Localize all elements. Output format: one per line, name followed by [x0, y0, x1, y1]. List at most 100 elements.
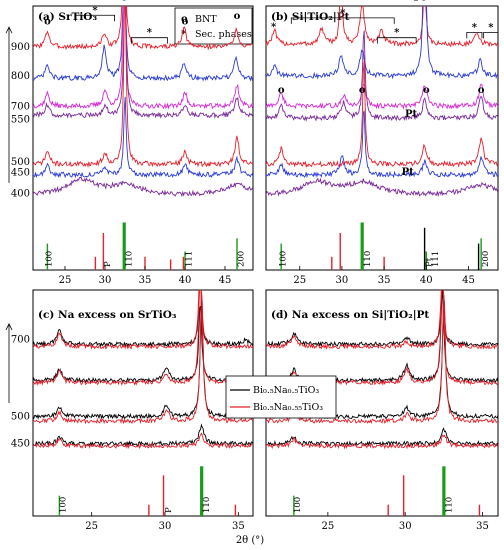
x-tick-label: 35 — [378, 275, 391, 286]
secondary-phase-marker: * — [340, 8, 346, 19]
panel-c-frame — [32, 289, 254, 517]
series-line-450-red — [266, 434, 498, 450]
legend-label-bnt: BNT — [195, 14, 217, 25]
plot-area — [33, 290, 253, 450]
series-line-500-red — [33, 290, 253, 425]
bnt-marker: o — [182, 16, 189, 27]
series-line-450-red — [33, 432, 253, 450]
x-tick-label: 30 — [99, 275, 112, 286]
panel-b-frame — [265, 5, 499, 271]
series-line-700 — [33, 6, 253, 110]
series-line-500-red — [266, 292, 498, 425]
x-tick-label: 30 — [336, 275, 349, 286]
series-line-550 — [33, 6, 253, 119]
reference-label: 200 — [481, 251, 491, 267]
temperature-label: 550 — [11, 115, 30, 126]
secondary-phase-marker: * — [271, 22, 277, 33]
temperature-label: 400 — [11, 188, 30, 199]
legend-symbol-bnt: o — [181, 14, 188, 25]
secondary-phase-bracket — [290, 17, 395, 24]
x-tick-label: 45 — [219, 275, 232, 286]
legend-symbol-sec: * — [181, 29, 187, 40]
bnt-marker: o — [234, 11, 241, 22]
reference-label: 100 — [44, 251, 54, 267]
secondary-phase-marker: * — [488, 22, 494, 33]
x-tick-label: 30 — [399, 521, 412, 532]
plot-area — [266, 290, 498, 450]
pt-label: Pt — [405, 109, 418, 120]
reference-label: 100 — [293, 497, 303, 513]
secondary-phase-marker: * — [394, 28, 400, 39]
reference-label: 111 — [184, 251, 194, 267]
temperature-label: 500 — [11, 412, 30, 423]
series-line-700 — [266, 83, 498, 110]
bnt-marker: o — [478, 85, 485, 96]
na-legend-box — [225, 375, 337, 419]
reference-label: P — [164, 507, 174, 513]
series-line-mid-black — [266, 291, 498, 384]
x-axis-label: 2θ (°) — [236, 535, 264, 546]
x-tick-label: 25 — [59, 275, 72, 286]
temperature-label: 450 — [11, 439, 30, 450]
pt-label: Pt — [402, 167, 415, 178]
series-line-700-red — [266, 290, 498, 350]
x-tick-label: 25 — [85, 521, 98, 532]
pt-label: Pt — [413, 0, 426, 4]
reference-label: 200 — [236, 251, 246, 267]
series-line-450-black — [33, 423, 253, 448]
x-tick-label: 25 — [293, 275, 306, 286]
x-tick-label: 35 — [232, 521, 245, 532]
x-tick-label: 25 — [321, 521, 334, 532]
panel-a-title: (a) SrTiO₃ — [38, 11, 97, 23]
bnt-marker: o — [359, 85, 366, 96]
plot-area — [33, 6, 253, 198]
secondary-phase-marker: * — [92, 5, 98, 16]
panel-c-title: (c) Na excess on SrTiO₃ — [38, 309, 177, 321]
secondary-phase-bracket — [131, 37, 168, 44]
bnt-marker: o — [423, 85, 430, 96]
series-line-450 — [266, 110, 498, 179]
panel-a-frame — [32, 5, 254, 271]
na-legend: Bi₀.₅Na₀.₅TiO₃ Bi₀.₅Na₀.₅₅TiO₃ — [225, 375, 337, 419]
plot-area — [266, 6, 498, 198]
bnt-marker: o — [121, 0, 128, 4]
series-line-mid-red — [33, 290, 253, 386]
secondary-phase-bracket — [376, 37, 417, 44]
reference-label: 111 — [431, 251, 441, 267]
series-line-800 — [266, 6, 498, 80]
secondary-phase-marker: * — [472, 22, 478, 33]
temperature-label: 450 — [11, 167, 30, 178]
reference-label: 110 — [202, 497, 212, 513]
bnt-marker: o — [278, 85, 285, 96]
panel-a: (a) SrTiO₃ o BNT * Sec. phases 100 P 110 11… — [5, 0, 254, 286]
secondary-phase-bracket — [466, 32, 483, 39]
x-tick-label: 45 — [462, 275, 475, 286]
bnt-marker: o — [44, 16, 51, 27]
reference-label: 110 — [445, 497, 455, 513]
panel-c: (c) Na excess on SrTiO₃ 100 P 110 25 30 35 700… — [5, 289, 254, 532]
series-line-400 — [266, 177, 498, 198]
series-line-450-black — [266, 427, 498, 447]
reference-label: 100 — [58, 497, 68, 513]
series-line-500 — [33, 6, 253, 168]
x-tick-label: 30 — [159, 521, 172, 532]
temperature-arrow-head — [5, 26, 13, 34]
series-line-700-red — [33, 290, 253, 350]
x-tick-label: 35 — [139, 275, 152, 286]
temperature-label: 700 — [11, 101, 30, 112]
legend-box — [174, 7, 253, 45]
series-line-550 — [266, 30, 498, 122]
reference-label: 100 — [278, 251, 288, 267]
reference-label: 110 — [124, 251, 134, 267]
secondary-phase-marker: * — [147, 28, 153, 39]
series-line-700-black — [33, 290, 253, 348]
reference-label: Pt — [424, 257, 434, 267]
series-line-900 — [33, 6, 253, 51]
series-line-800 — [33, 6, 253, 82]
reference-label: 110 — [363, 251, 373, 267]
reference-label: P — [103, 261, 113, 267]
series-line-500 — [266, 60, 498, 168]
panel-a-legend: o BNT * Sec. phases — [174, 7, 253, 45]
